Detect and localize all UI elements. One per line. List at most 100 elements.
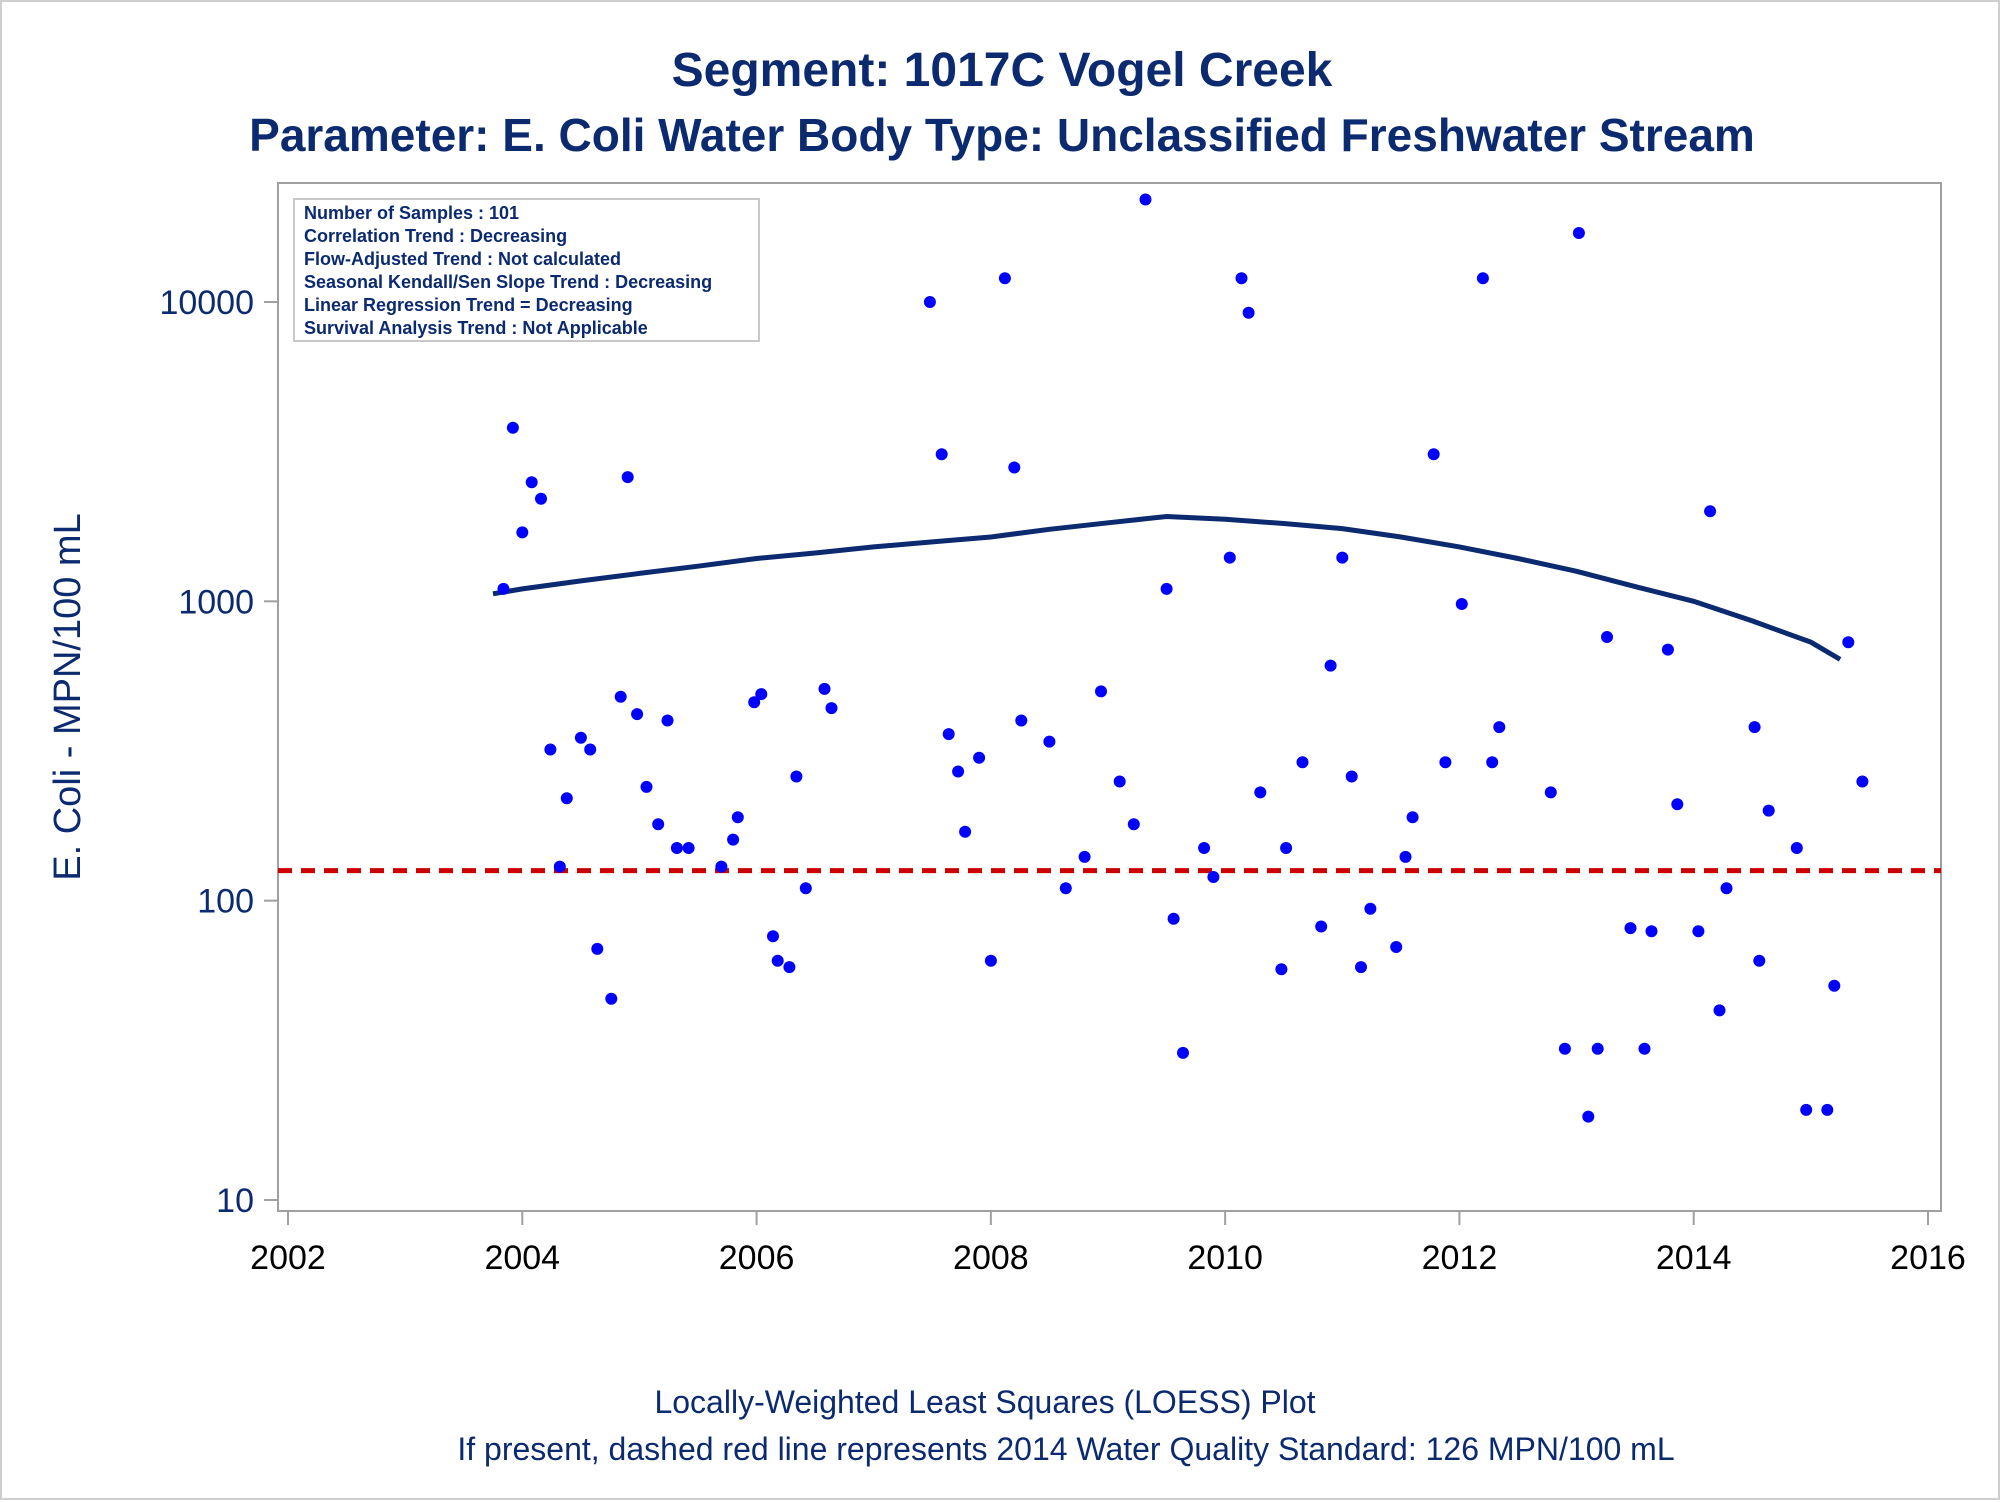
data-point <box>1692 925 1705 938</box>
data-point <box>771 954 784 967</box>
data-point <box>1043 735 1056 748</box>
data-point <box>1748 721 1761 734</box>
data-point <box>1762 804 1775 817</box>
x-axis-ticks: 2002 2004 2006 2008 2010 2012 2014 2016 <box>250 1211 1966 1277</box>
data-point <box>1177 1046 1189 1059</box>
data-point <box>1198 842 1211 854</box>
data-point <box>1015 714 1028 727</box>
data-point <box>1399 850 1412 863</box>
data-point <box>825 702 838 715</box>
data-points <box>488 193 1869 1123</box>
data-point <box>1493 721 1506 734</box>
data-point <box>525 476 538 489</box>
data-point <box>1390 941 1403 953</box>
stats-line: Seasonal Kendall/Sen Slope Trend : Decre… <box>304 272 712 292</box>
data-point <box>605 992 618 1005</box>
data-point <box>1324 659 1337 672</box>
chart-subtitle: Parameter: E. Coli Water Body Type: Uncl… <box>249 109 1755 161</box>
data-point <box>1336 551 1349 564</box>
x-tick-label: 2012 <box>1422 1239 1498 1277</box>
data-point <box>535 492 547 505</box>
data-point <box>1242 306 1255 319</box>
data-point <box>1624 922 1637 935</box>
data-point <box>621 471 634 484</box>
data-point <box>1235 272 1248 285</box>
stats-box-lines: Number of Samples : 101 Correlation Trend… <box>304 203 712 338</box>
data-point <box>1439 756 1452 769</box>
data-point <box>591 942 604 955</box>
data-point <box>614 690 627 703</box>
data-point <box>715 860 728 873</box>
data-point <box>1406 811 1419 824</box>
data-point <box>1645 925 1658 938</box>
data-point <box>1207 871 1220 883</box>
data-point <box>1280 842 1293 854</box>
data-point <box>631 708 644 721</box>
data-point <box>652 818 665 831</box>
data-point <box>1167 912 1180 925</box>
data-point <box>998 272 1011 285</box>
data-point <box>799 882 812 895</box>
data-point <box>727 833 740 846</box>
x-tick-label: 2014 <box>1656 1239 1732 1277</box>
data-point <box>1078 850 1091 863</box>
data-point <box>1355 961 1367 974</box>
data-point <box>1800 1103 1813 1116</box>
data-point <box>1427 448 1440 461</box>
data-point <box>682 842 695 854</box>
data-point <box>553 860 566 873</box>
data-point <box>497 582 510 595</box>
data-point <box>1113 775 1126 788</box>
data-point <box>923 296 936 308</box>
data-point <box>1704 505 1717 518</box>
data-point <box>1661 643 1674 656</box>
x-tick-label: 2010 <box>1187 1239 1263 1277</box>
y-tick-label: 100 <box>197 883 254 921</box>
data-point <box>1713 1004 1726 1017</box>
data-point <box>1601 631 1613 643</box>
x-tick-label: 2004 <box>484 1239 560 1277</box>
data-point <box>661 714 674 727</box>
data-point <box>1315 920 1328 933</box>
loess-curve <box>492 513 1842 662</box>
chart-title: Segment: 1017C Vogel Creek <box>672 44 1333 97</box>
data-point <box>1275 963 1288 976</box>
footnote-standard: If present, dashed red line represents 2… <box>457 1431 1674 1467</box>
data-point <box>1582 1110 1595 1123</box>
x-tick-label: 2008 <box>953 1239 1029 1277</box>
footnote-loess: Locally-Weighted Least Squares (LOESS) P… <box>654 1384 1315 1420</box>
data-point <box>1572 227 1585 239</box>
data-point <box>1558 1042 1571 1055</box>
data-point <box>1821 1103 1834 1116</box>
x-tick-label: 2002 <box>250 1239 326 1277</box>
x-tick-label: 2006 <box>719 1239 795 1277</box>
data-point <box>1059 882 1072 895</box>
data-point <box>1486 756 1499 769</box>
data-point <box>1753 954 1766 967</box>
data-point <box>584 743 597 756</box>
y-axis-label: E. Coli - MPN/100 mL <box>47 513 89 880</box>
data-point <box>1364 902 1377 915</box>
data-point <box>1544 786 1557 799</box>
data-point <box>755 688 768 701</box>
data-point <box>1671 798 1684 811</box>
data-point <box>670 842 683 854</box>
data-point <box>1160 582 1173 595</box>
stats-line: Flow-Adjusted Trend : Not calculated <box>304 249 621 269</box>
data-point <box>1720 882 1733 895</box>
data-point <box>1139 193 1152 206</box>
data-point <box>790 770 803 783</box>
stats-line: Correlation Trend : Decreasing <box>304 226 567 246</box>
stats-line: Number of Samples : 101 <box>304 203 519 223</box>
data-point <box>1828 979 1841 992</box>
y-tick-label: 10 <box>216 1182 254 1220</box>
y-tick-label: 1000 <box>178 583 254 621</box>
data-point <box>984 954 997 967</box>
data-point <box>1127 818 1140 831</box>
data-point <box>1254 786 1267 799</box>
data-point <box>1856 775 1869 788</box>
x-tick-label: 2016 <box>1890 1239 1966 1277</box>
data-point <box>1455 598 1468 610</box>
data-point <box>1223 551 1236 564</box>
